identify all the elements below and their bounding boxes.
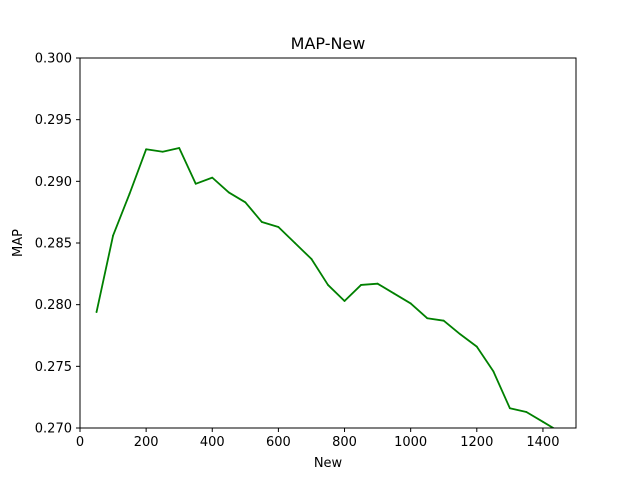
data-point: [409, 302, 412, 305]
y-tick-label: 0.275: [35, 360, 72, 375]
data-point: [542, 420, 544, 423]
y-tick-label: 0.285: [35, 237, 72, 252]
data-point: [442, 319, 445, 322]
y-tick-label: 0.295: [35, 113, 72, 128]
data-point: [360, 284, 362, 286]
series-layer: [95, 147, 556, 428]
data-point: [244, 201, 247, 204]
x-tick-label: 1000: [394, 435, 427, 450]
data-point: [492, 370, 495, 373]
data-point: [459, 333, 462, 336]
x-tick-label: 600: [266, 435, 291, 450]
data-point: [211, 176, 214, 179]
x-axis: 0 200 400 600 800 1000 1200 1400: [76, 428, 559, 450]
data-point: [112, 234, 114, 237]
data-point: [227, 191, 230, 194]
y-tick-label: 0.280: [35, 298, 72, 313]
x-axis-label: New: [314, 456, 343, 471]
x-tick-label: 1400: [526, 435, 559, 450]
data-point: [376, 282, 379, 285]
x-tick-label: 0: [76, 435, 84, 450]
y-axis-label: MAP: [11, 229, 26, 257]
data-point: [525, 411, 528, 413]
data-point: [475, 345, 478, 348]
chart-title: MAP-New: [291, 34, 366, 53]
data-point: [178, 147, 181, 149]
data-point: [393, 292, 396, 295]
data-point: [310, 258, 313, 260]
y-tick-label: 0.300: [35, 52, 72, 67]
data-point: [161, 150, 164, 153]
data-point: [128, 192, 131, 195]
data-point: [426, 317, 429, 320]
x-tick-label: 800: [332, 435, 357, 450]
y-tick-label: 0.270: [35, 422, 72, 437]
plot-area: [80, 58, 576, 428]
x-tick-label: 1200: [460, 435, 493, 450]
data-point: [294, 242, 296, 244]
data-point: [260, 221, 263, 223]
data-point: [327, 284, 329, 286]
data-point: [194, 182, 197, 185]
data-point: [508, 407, 511, 410]
data-point: [145, 148, 148, 151]
y-tick-label: 0.290: [35, 175, 72, 190]
data-point: [95, 311, 98, 313]
y-axis: 0.270 0.275 0.280 0.285 0.290 0.295 0.300: [35, 52, 80, 437]
data-point: [277, 226, 280, 228]
data-point: [343, 300, 346, 302]
x-tick-label: 200: [134, 435, 159, 450]
x-tick-label: 400: [200, 435, 225, 450]
